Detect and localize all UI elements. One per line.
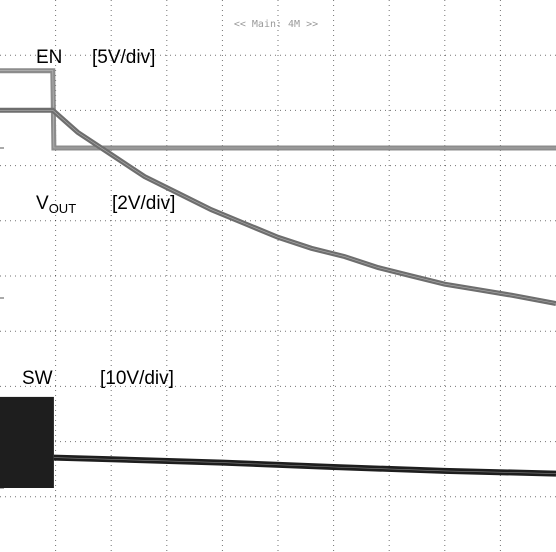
channel-name-vout-main: V: [36, 193, 49, 214]
channel-name-en: EN: [36, 47, 62, 68]
trace-highlight-sw: [53, 457, 556, 474]
trace-vout: [0, 107, 556, 306]
channel-scale-sw: [10V/div]: [100, 368, 174, 389]
trace-sw: [53, 454, 556, 477]
channel-name-sw: SW: [22, 368, 53, 389]
trace-highlight-vout: [0, 110, 556, 304]
channel-scale-vout: [2V/div]: [112, 193, 175, 214]
trace-switching-burst-sw: [0, 396, 54, 488]
channel-scale-en: [5V/div]: [92, 47, 155, 68]
mode-label: << Main: 4M >>: [234, 19, 318, 30]
channel-name-vout-subscript: OUT: [49, 201, 77, 216]
trace-layer: [0, 68, 556, 489]
channel-name-vout: VOUT: [36, 193, 76, 216]
